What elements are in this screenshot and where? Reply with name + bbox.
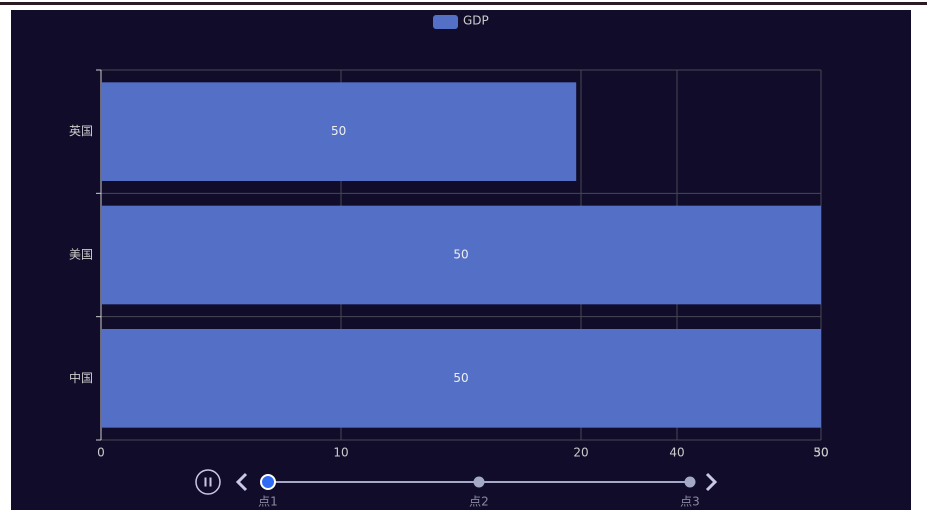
timeline-label: 点2 [469,495,489,509]
timeline-label: 点1 [258,495,278,509]
legend-label[interactable]: GDP [463,14,489,28]
timeline: 点1 点2 点3 [195,469,718,509]
data-label: 50 [331,124,346,138]
timeline-point[interactable] [684,476,696,488]
bar [101,82,577,181]
data-label: 50 [453,371,468,385]
bar [101,205,821,305]
x-tick-label: 40 [669,446,684,460]
x-tick-label: 20 [573,446,588,460]
y-tick-label: 中国 [69,370,93,385]
pause-icon [209,477,212,487]
data-label: 50 [453,248,468,262]
timeline-point[interactable] [473,476,485,488]
bar [101,329,821,428]
prev-button[interactable] [235,472,248,492]
top-border [0,2,927,5]
play-button[interactable] [195,469,221,495]
legend-swatch [433,15,458,29]
y-tick-label: 英国 [69,124,93,138]
y-tick-label: 美国 [69,248,93,262]
next-button[interactable] [705,472,718,492]
x-tick-label: 0 [97,446,105,460]
legend[interactable]: GDP [433,14,489,30]
timeline-label: 点3 [680,495,700,509]
pause-icon [204,477,207,487]
x-tick-label: 10 [333,446,348,460]
x-tick-label: 30 [813,446,828,460]
timeline-point[interactable] [260,474,276,490]
x-tick-label: 50 [813,446,828,460]
